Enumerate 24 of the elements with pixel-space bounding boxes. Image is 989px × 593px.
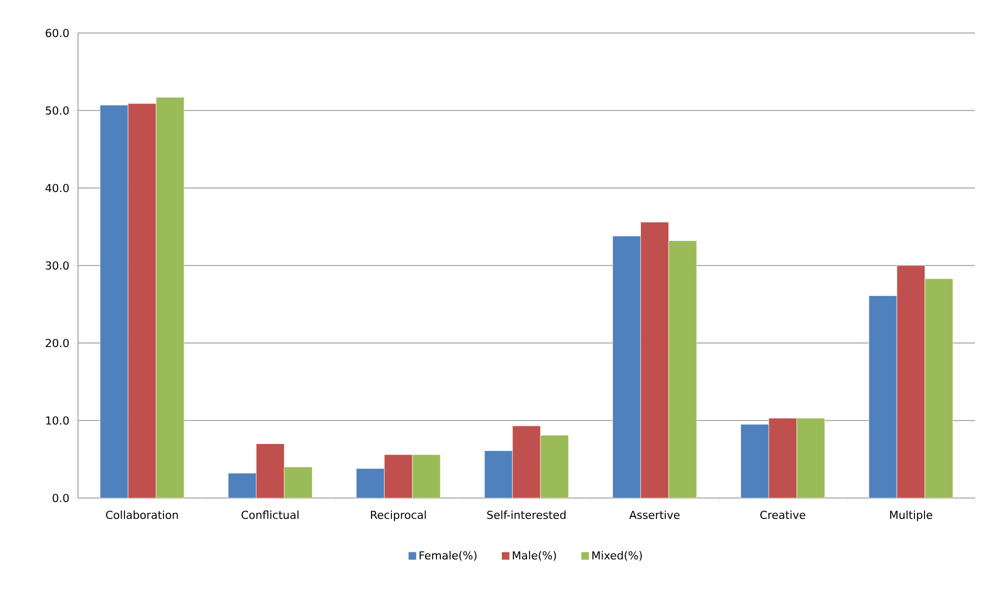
y-tick-label: 10.0	[46, 416, 69, 425]
x-tick-label: Self-interested	[487, 510, 566, 520]
y-tick-label: 50.0	[46, 106, 69, 115]
legend-label: Female(%)	[420, 551, 476, 561]
x-tick-label: Creative	[760, 510, 806, 520]
y-tick-label: 40.0	[46, 184, 69, 192]
legend-label: Mixed(%)	[592, 551, 642, 561]
y-tick-label: 60.0	[46, 28, 69, 38]
bar	[128, 103, 156, 498]
x-tick-label: Assertive	[629, 510, 680, 520]
bar	[256, 444, 284, 498]
legend-label: Male(%)	[512, 551, 556, 561]
bar	[768, 418, 797, 498]
bar	[896, 265, 926, 498]
x-tick-label: Collaboration	[106, 510, 178, 520]
bar	[640, 222, 669, 498]
bar	[512, 426, 541, 498]
x-tick-label: Conflictual	[242, 510, 298, 520]
y-tick-label: 30.0	[46, 261, 69, 270]
x-tick-label: Multiple	[890, 510, 932, 522]
bar	[384, 454, 413, 498]
y-tick-label: 20.0	[46, 338, 69, 348]
y-tick-label: 0.0	[52, 494, 69, 502]
x-tick-label: Reciprocal	[371, 510, 426, 522]
